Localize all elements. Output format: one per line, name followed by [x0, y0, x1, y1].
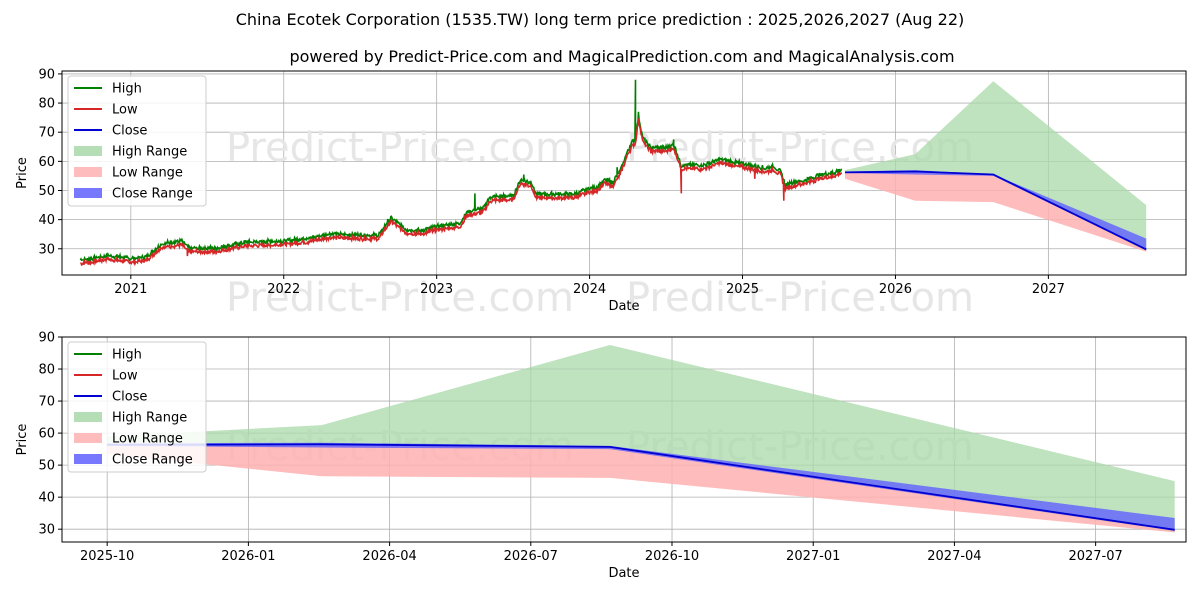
top-panel: Predict-Price.com Predict-Price.com Predic… — [15, 67, 1187, 321]
x-tick-label: 2025 — [726, 282, 759, 297]
watermark-text: Predict-Price.com — [226, 275, 574, 321]
legend-box — [67, 75, 207, 207]
close-series-line — [844, 170, 1147, 251]
x-tick-label: 2027-04 — [927, 549, 981, 564]
legend-swatch-close-range — [74, 188, 102, 198]
legend-swatch-low-range — [74, 167, 102, 177]
high-series-line — [79, 79, 843, 263]
y-tick-label: 90 — [38, 67, 55, 82]
y-axis-label: Price — [15, 424, 30, 456]
low-range-band — [845, 173, 1147, 252]
watermark-text: Predict-Price.com — [226, 125, 574, 171]
x-tick-label: 2027-07 — [1068, 549, 1122, 564]
x-tick-label: 2027-01 — [786, 549, 840, 564]
x-tick-label: 2021 — [114, 282, 147, 297]
watermark-text: Predict-Price.com — [626, 275, 974, 321]
legend-swatch-high-range — [74, 146, 102, 156]
y-tick-label: 80 — [38, 97, 55, 112]
x-tick-label: 2025-10 — [80, 549, 134, 564]
legend-label: High Range — [112, 145, 187, 160]
x-tick-label: 2023 — [420, 282, 453, 297]
legend-swatch-close-range — [74, 454, 102, 464]
y-tick-label: 50 — [38, 184, 55, 199]
legend-label: Low Range — [112, 432, 183, 447]
x-tick-label: 2022 — [267, 282, 300, 297]
legend-label: High — [112, 82, 142, 97]
close-series-line — [107, 443, 1175, 531]
legend-label: Low — [112, 103, 138, 118]
y-tick-label: 40 — [38, 491, 55, 506]
plot-frame — [61, 336, 1187, 543]
x-tick-label: 2026-10 — [645, 549, 699, 564]
y-tick-label: 30 — [38, 523, 55, 538]
legend-label: Close Range — [112, 187, 193, 202]
legend-label: Close — [112, 390, 147, 405]
x-tick-label: 2026-07 — [504, 549, 558, 564]
x-tick-label: 2026-01 — [221, 549, 275, 564]
y-tick-label: 50 — [38, 459, 55, 474]
x-tick-label: 2026 — [879, 282, 912, 297]
x-tick-label: 2024 — [573, 282, 606, 297]
plot-frame — [61, 70, 1187, 276]
bottom-panel: Predict-Price.comPredict-Price.com2025-1… — [15, 331, 1187, 581]
legend-label: High — [112, 348, 142, 363]
legend-label: Close Range — [112, 453, 193, 468]
y-tick-label: 70 — [38, 395, 55, 410]
chart-title: China Ecotek Corporation (1535.TW) long … — [236, 10, 965, 29]
y-axis-label: Price — [15, 157, 30, 189]
x-axis-label: Date — [608, 566, 639, 581]
y-tick-label: 90 — [38, 331, 55, 346]
x-tick-label: 2026-04 — [362, 549, 416, 564]
y-tick-label: 70 — [38, 126, 55, 141]
legend-swatch-high-range — [74, 412, 102, 422]
chart-subtitle: powered by Predict-Price.com and Magical… — [289, 47, 954, 66]
legend-label: Low — [112, 369, 138, 384]
low-series-line — [80, 118, 843, 267]
plot-area — [107, 345, 1175, 533]
legend-label: Close — [112, 124, 147, 139]
x-axis-label: Date — [608, 299, 639, 314]
y-tick-label: 60 — [38, 427, 55, 442]
legend-box — [67, 341, 207, 473]
y-tick-label: 40 — [38, 213, 55, 228]
y-tick-label: 60 — [38, 155, 55, 170]
y-tick-label: 30 — [38, 242, 55, 257]
x-tick-label: 2027 — [1032, 282, 1065, 297]
legend-label: Low Range — [112, 166, 183, 181]
legend-label: High Range — [112, 411, 187, 426]
legend-swatch-low-range — [74, 433, 102, 443]
plot-area — [79, 79, 1147, 267]
y-tick-label: 80 — [38, 363, 55, 378]
low-range-band — [107, 445, 1175, 533]
